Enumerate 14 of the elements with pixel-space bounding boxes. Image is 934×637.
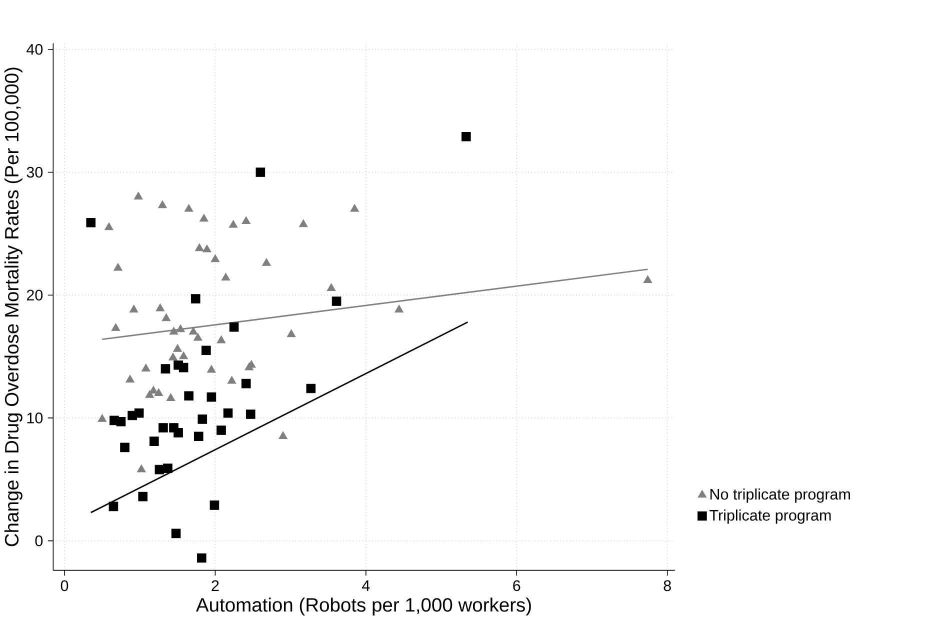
y-axis-title: Change in Drug Overdose Mortality Rates (Per 100,000): [4, 68, 22, 546]
legend-label: Triplicate program: [710, 510, 831, 524]
x-tick-label: 2: [212, 580, 219, 592]
legend-label: No triplicate program: [710, 488, 850, 503]
x-tick-label: 8: [664, 580, 671, 592]
x-axis-title: Automation (Robots per 1,000 workers): [196, 598, 531, 616]
x-tick-label: 0: [60, 580, 68, 592]
y-tick-label: 40: [26, 44, 43, 55]
y-tick-label: 20: [26, 290, 43, 301]
x-tick-label: 6: [513, 580, 520, 592]
y-tick-label: 10: [27, 412, 43, 424]
x-tick-label: 4: [362, 580, 370, 591]
y-tick-label: 30: [26, 167, 43, 178]
y-tick-label: 0: [35, 536, 43, 546]
